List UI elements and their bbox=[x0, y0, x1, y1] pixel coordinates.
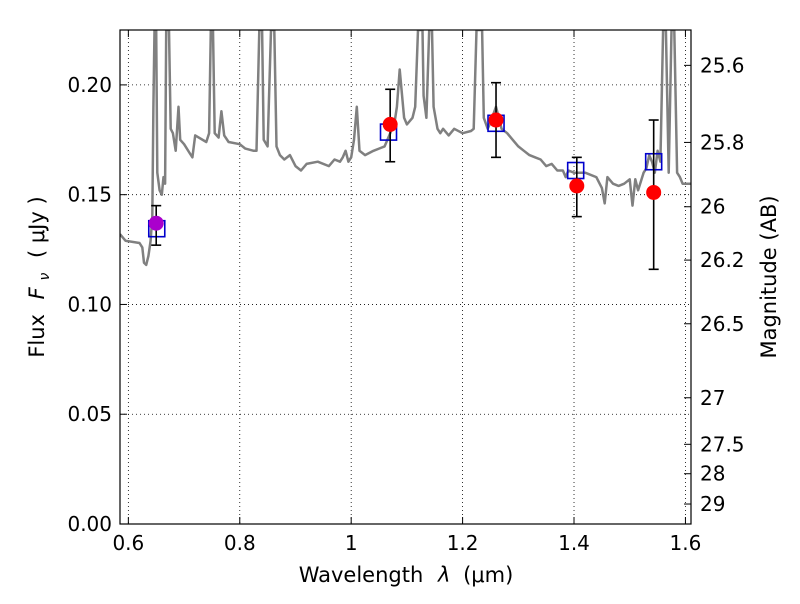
y-tick-label: 0.15 bbox=[67, 183, 112, 207]
x-tick-label: 0.6 bbox=[112, 531, 144, 555]
plot-area bbox=[120, 30, 691, 271]
y2-axis-label: Magnitude (AB) bbox=[757, 195, 781, 358]
x-tick-label: 1.6 bbox=[670, 531, 702, 555]
y2-tick-label: 26 bbox=[700, 195, 725, 219]
x-axis-label-main: Wavelength bbox=[299, 563, 424, 587]
y2-axis-ticks: 25.6 25.8 26 26.2 26.5 27 27.5 28 29 bbox=[684, 53, 745, 516]
y2-tick-label: 27 bbox=[700, 386, 725, 410]
x-tick-label: 1.4 bbox=[558, 531, 590, 555]
y-axis-ticks: 0.00 0.05 0.10 0.15 0.20 bbox=[67, 73, 127, 536]
x-axis-label: Wavelength λ (μm) bbox=[299, 563, 514, 587]
y-axis-label: Flux F ν ( μJy ) bbox=[25, 196, 54, 357]
y-tick-label: 0.00 bbox=[67, 512, 112, 536]
observed-photometry-point bbox=[569, 178, 585, 194]
y2-tick-label: 26.2 bbox=[700, 248, 745, 272]
y2-tick-label: 28 bbox=[700, 462, 725, 486]
y2-tick-label: 27.5 bbox=[700, 432, 745, 456]
plot-frame bbox=[119, 29, 692, 525]
y-tick-label: 0.20 bbox=[67, 73, 112, 97]
observed-photometry-point bbox=[148, 215, 164, 231]
observed-photometry-point bbox=[646, 184, 662, 200]
y-tick-label: 0.05 bbox=[67, 402, 112, 426]
y2-tick-label: 25.8 bbox=[700, 130, 745, 154]
y2-tick-label: 25.6 bbox=[700, 53, 745, 77]
model-spectrum-line bbox=[120, 30, 691, 267]
y-axis-label-subscript: ν bbox=[37, 273, 53, 281]
observed-photometry-point bbox=[382, 116, 398, 132]
x-tick-label: 1.2 bbox=[447, 531, 479, 555]
x-axis-label-symbol: λ bbox=[437, 563, 450, 587]
y-axis-label-main: Flux bbox=[25, 314, 49, 358]
x-axis-label-unit: (μm) bbox=[463, 563, 513, 587]
y2-tick-label: 26.5 bbox=[700, 312, 745, 336]
x-tick-label: 1 bbox=[345, 531, 358, 555]
x-tick-label: 0.8 bbox=[224, 531, 256, 555]
observed-photometry-point bbox=[488, 112, 504, 128]
observed-photometry-markers bbox=[148, 112, 662, 231]
y-tick-label: 0.10 bbox=[67, 292, 112, 316]
x-axis-ticks: 0.6 0.8 1 1.2 1.4 1.6 bbox=[112, 30, 701, 555]
y2-tick-label: 29 bbox=[700, 492, 725, 516]
y-axis-label-unit: ( μJy ) bbox=[25, 196, 49, 258]
plot-background bbox=[120, 30, 691, 524]
y-axis-label-symbol: F bbox=[25, 286, 49, 299]
